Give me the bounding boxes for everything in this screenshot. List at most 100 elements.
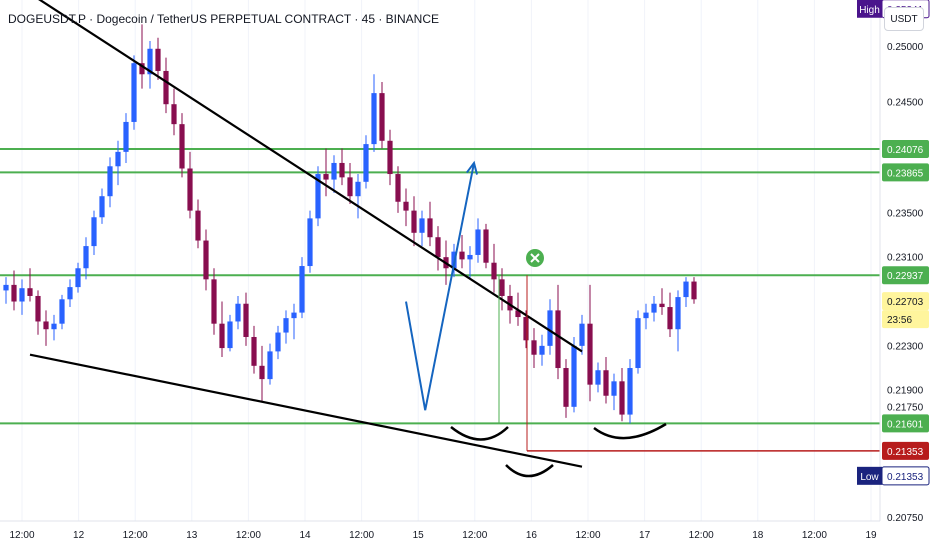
candle-body: [467, 254, 473, 260]
candle-body: [627, 368, 633, 415]
y-tick-label: 0.22300: [887, 341, 924, 352]
currency-button[interactable]: USDT: [884, 7, 924, 31]
candle-body: [251, 336, 257, 366]
price-tag-level: 0.22937: [882, 266, 929, 285]
right-shoulder-curve: [593, 422, 667, 440]
candle-body: [555, 310, 561, 369]
candle-body: [3, 284, 9, 291]
axes: 12:00 12 12:00 13 12:00 14 12:00 15 12:00 16 12:00…: [0, 0, 924, 541]
price-tag-box: [882, 292, 929, 311]
candle-body: [667, 307, 673, 330]
x-axis-ticks: 12:00 12 12:00 13 12:00 14 12:00 15 12:00 16 12:00…: [9, 530, 877, 541]
candle-body: [523, 317, 529, 341]
price-tag-box: [882, 266, 929, 285]
y-tick-label: 0.25000: [887, 42, 924, 53]
y-tick-label: 0.20750: [887, 513, 924, 524]
candle-body: [307, 218, 313, 267]
price-tag-level: 0.21601: [882, 414, 929, 433]
x-tick-label: 12:00: [575, 530, 600, 541]
candle-body: [107, 166, 113, 197]
x-tick-label: 12:00: [802, 530, 827, 541]
candle-body: [91, 217, 97, 247]
candle-body: [211, 279, 217, 324]
symbol-title: DOGEUSDT.P · Dogecoin / TetherUS PERPETU…: [8, 12, 440, 26]
y-axis-ticks: 0.25000 0.24500 0.23500 0.23100 0.22300 0.219…: [887, 42, 924, 524]
candle-body: [291, 312, 297, 319]
price-tag-label: High: [859, 5, 880, 16]
candle-body: [507, 295, 513, 311]
candle-body: [651, 303, 657, 313]
candle-body: [323, 174, 329, 180]
candle-body: [603, 370, 609, 396]
y-tick-label: 0.23500: [887, 208, 924, 219]
price-tag-value: 0.24076: [887, 145, 924, 156]
candle-body: [11, 284, 17, 302]
price-tag-value: 0.23865: [887, 168, 924, 179]
candle-body: [203, 240, 209, 280]
candlesticks: [3, 24, 697, 424]
candle-body: [123, 121, 129, 152]
candle-body: [587, 323, 593, 385]
projection-path: [405, 162, 475, 411]
candle-body: [187, 168, 193, 211]
wedge-trendline: [38, 0, 583, 353]
candle-body: [219, 323, 225, 349]
candle-body: [259, 365, 265, 380]
candle-body: [435, 237, 441, 258]
candle-body: [331, 162, 337, 180]
price-tag-box: [882, 441, 929, 460]
candle-body: [299, 266, 305, 313]
candle-body: [155, 48, 161, 71]
candle-body: [227, 321, 233, 349]
y-tick-label: 0.21750: [887, 402, 924, 413]
candle-body: [67, 287, 73, 300]
candle-body: [547, 310, 553, 346]
candle-body: [411, 210, 417, 233]
candle-body: [427, 218, 433, 238]
x-tick-label: 13: [186, 530, 198, 541]
candle-body: [611, 381, 617, 396]
candle-body: [691, 281, 697, 300]
candle-body: [515, 310, 521, 318]
candle-body: [619, 381, 625, 415]
candle-body: [339, 162, 345, 178]
candle-body: [387, 140, 393, 175]
price-tag-lowlevel: 0.21353: [882, 441, 929, 460]
candle-body: [563, 368, 569, 407]
candle-body: [179, 124, 185, 169]
candle-body: [579, 323, 585, 346]
price-tag-box: [882, 414, 929, 433]
x-tick-label: 12:00: [236, 530, 261, 541]
y-tick-label: 0.24500: [887, 97, 924, 108]
x-tick-label: 12:00: [349, 530, 374, 541]
price-tag-label-box: [857, 0, 882, 18]
wedge-trendline: [29, 353, 583, 468]
candle-body: [475, 229, 481, 255]
price-tag-value: 23:56: [887, 315, 912, 326]
x-tick-label: 15: [413, 530, 425, 541]
candle-body: [275, 332, 281, 352]
price-tag-box: [882, 163, 929, 182]
grid: [21, 0, 872, 521]
candle-body: [115, 151, 121, 167]
x-tick-label: 12:00: [462, 530, 487, 541]
candle-body: [395, 174, 401, 202]
candle-body: [267, 351, 273, 380]
candle-body: [531, 340, 537, 355]
candle-body: [27, 288, 33, 296]
candle-body: [75, 268, 81, 288]
candle-body: [355, 181, 361, 197]
left-shoulder-curve: [450, 426, 509, 441]
horizontal-levels: [0, 147, 880, 452]
candle-body: [491, 262, 497, 280]
x-tick-label: 14: [299, 530, 311, 541]
candle-body: [347, 177, 353, 197]
candle-body: [59, 299, 65, 324]
candle-body: [635, 318, 641, 369]
price-tag-level: 0.23865: [882, 163, 929, 182]
candle-body: [19, 288, 25, 302]
price-tag-value: 0.21353: [887, 447, 924, 458]
candle-body: [43, 321, 49, 330]
price-tag-countdown: 23:56: [882, 310, 929, 329]
